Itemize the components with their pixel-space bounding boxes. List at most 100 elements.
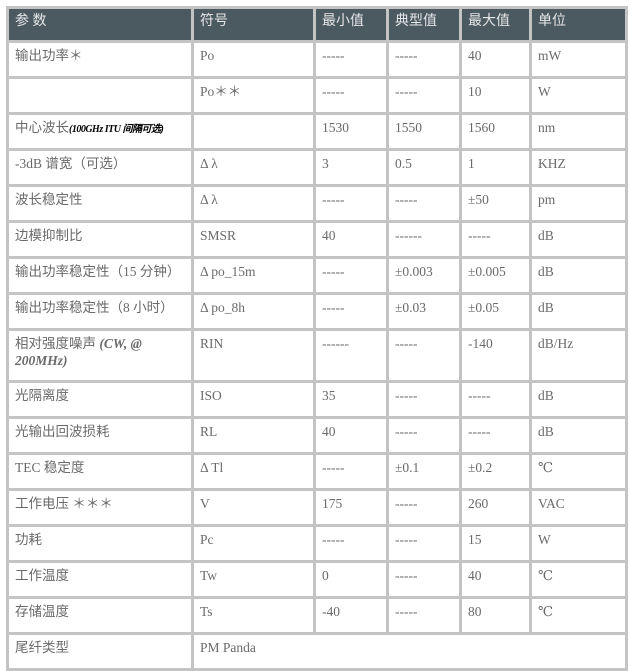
cell-typ: ----- (386, 40, 462, 79)
cell-symbol: Ts (191, 596, 316, 635)
cell-text: W (538, 84, 551, 99)
table-row: 存储温度 Ts -40 ----- 80 ℃ (6, 596, 628, 635)
cell-text: RL (200, 424, 218, 439)
cell-text: ------ (395, 228, 422, 243)
cell-text: ----- (468, 388, 491, 403)
cell-text: Δ po_15m (200, 264, 256, 279)
cell-param: 功耗 (6, 524, 194, 563)
cell-text: Pc (200, 532, 214, 547)
cell-typ: 1550 (386, 112, 462, 151)
cell-text: 260 (468, 496, 489, 511)
cell-max: 1560 (459, 112, 532, 151)
cell-symbol: V (191, 488, 316, 527)
cell-text: TEC 稳定度 (15, 460, 85, 475)
cell-symbol: Δ po_15m (191, 256, 316, 295)
cell-max: ±0.2 (459, 452, 532, 491)
cell-text: 边模抑制比 (15, 228, 83, 243)
cell-max: 260 (459, 488, 532, 527)
cell-max: ----- (459, 380, 532, 419)
table-row: 波长稳定性 Δ λ ----- ----- ±50 pm (6, 184, 628, 223)
cell-min: 1530 (313, 112, 389, 151)
cell-param: 输出功率稳定性（8 小时） (6, 292, 194, 331)
cell-text: 工作电压 ＊＊＊ (15, 496, 113, 511)
cell-text: ℃ (538, 460, 554, 475)
cell-text: ----- (395, 388, 418, 403)
cell-param: 工作温度 (6, 560, 194, 599)
cell-text: 0 (322, 568, 329, 583)
cell-text: ----- (322, 192, 345, 207)
table-row: TEC 稳定度 Δ Tl ----- ±0.1 ±0.2 ℃ (6, 452, 628, 491)
cell-text: ----- (395, 604, 418, 619)
cell-min: ----- (313, 184, 389, 223)
table-row: 输出功率＊ Po ----- ----- 40 mW (6, 40, 628, 79)
cell-min: ----- (313, 524, 389, 563)
cell-text: Δ λ (200, 156, 218, 171)
cell-param: 工作电压 ＊＊＊ (6, 488, 194, 527)
cell-unit: VAC (529, 488, 628, 527)
cell-text: 40 (468, 568, 482, 583)
cell-text: 输出功率＊ (15, 48, 83, 63)
cell-param: TEC 稳定度 (6, 452, 194, 491)
cell-typ: ----- (386, 416, 462, 455)
cell-typ: ----- (386, 560, 462, 599)
table-row: -3dB 谱宽（可选） Δ λ 3 0.5 1 KHZ (6, 148, 628, 187)
cell-typ: 0.5 (386, 148, 462, 187)
cell-text: 15 (468, 532, 482, 547)
cell-min: 3 (313, 148, 389, 187)
cell-typ: ±0.003 (386, 256, 462, 295)
cell-unit: W (529, 76, 628, 115)
cell-text: ±0.1 (395, 460, 420, 475)
cell-param: 光隔离度 (6, 380, 194, 419)
cell-text: 相对强度噪声 (15, 336, 96, 351)
cell-text: Po＊＊ (200, 84, 242, 99)
cell-text: dB (538, 228, 554, 243)
cell-text: 1560 (468, 120, 495, 135)
cell-max: 40 (459, 560, 532, 599)
table-row: 相对强度噪声 (CW, @ 200MHz) RIN ------ ----- -140 d… (6, 328, 628, 383)
column-header: 参 数 (6, 6, 194, 43)
cell-text: ----- (395, 84, 418, 99)
column-header: 单位 (529, 6, 628, 43)
cell-min: 0 (313, 560, 389, 599)
table-row: 边模抑制比 SMSR 40 ------ ----- dB (6, 220, 628, 259)
cell-text: ℃ (538, 568, 554, 583)
cell-text: nm (538, 120, 556, 135)
cell-typ: ----- (386, 328, 462, 383)
cell-param: 存储温度 (6, 596, 194, 635)
cell-text: dB (538, 300, 554, 315)
cell-text: VAC (538, 496, 565, 511)
cell-unit: dB (529, 416, 628, 455)
cell-symbol: Δ po_8h (191, 292, 316, 331)
cell-symbol: Δ λ (191, 148, 316, 187)
cell-unit: dB/Hz (529, 328, 628, 383)
cell-text: 1550 (395, 120, 422, 135)
cell-text: ±50 (468, 192, 489, 207)
cell-text: dB (538, 424, 554, 439)
cell-unit: dB (529, 220, 628, 259)
cell-text: Δ po_8h (200, 300, 246, 315)
cell-min: -40 (313, 596, 389, 635)
cell-text: -40 (322, 604, 340, 619)
cell-max: ----- (459, 416, 532, 455)
spec-table: 参 数符号 最小值 典型值 最大值 单位 输出功率＊ Po ----- ----- 40 mW Po… (6, 6, 628, 671)
column-header: 符号 (191, 6, 316, 43)
cell-unit: dB (529, 256, 628, 295)
cell-text: Δ Tl (200, 460, 224, 475)
cell-max: 15 (459, 524, 532, 563)
cell-param: 波长稳定性 (6, 184, 194, 223)
cell-min: ----- (313, 452, 389, 491)
cell-max: 40 (459, 40, 532, 79)
cell-typ: ±0.1 (386, 452, 462, 491)
cell-text: 10 (468, 84, 482, 99)
cell-text: 175 (322, 496, 343, 511)
cell-text: ----- (322, 264, 345, 279)
cell-unit: mW (529, 40, 628, 79)
cell-text: ±0.005 (468, 264, 506, 279)
cell-text: 80 (468, 604, 482, 619)
cell-text: 1530 (322, 120, 349, 135)
cell-text: ----- (322, 460, 345, 475)
cell-symbol: SMSR (191, 220, 316, 259)
cell-unit: dB (529, 380, 628, 419)
cell-text: ----- (395, 424, 418, 439)
cell-symbol: Po (191, 40, 316, 79)
